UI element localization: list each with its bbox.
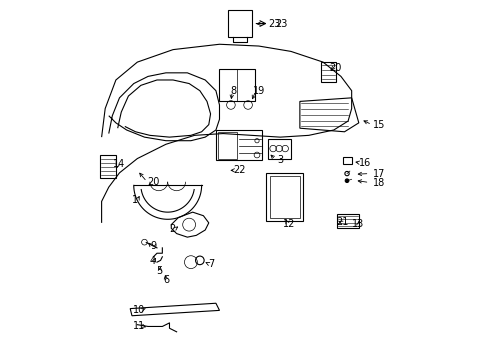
Text: 9: 9: [150, 241, 156, 251]
Bar: [100, 155, 116, 178]
Text: 10: 10: [133, 305, 145, 315]
Text: 1: 1: [131, 195, 138, 205]
Bar: [265, 173, 303, 221]
Bar: [342, 157, 351, 164]
Bar: [219, 69, 255, 102]
Text: 7: 7: [208, 259, 214, 269]
Text: 22: 22: [232, 165, 245, 175]
Text: 23: 23: [268, 18, 281, 28]
Text: 19: 19: [252, 86, 264, 96]
Text: 15: 15: [372, 120, 385, 130]
Text: 2: 2: [169, 224, 175, 234]
Text: 16: 16: [358, 158, 370, 168]
Bar: [321, 62, 335, 82]
Text: 11: 11: [133, 321, 145, 331]
Text: 17: 17: [372, 168, 385, 179]
Text: 3: 3: [277, 155, 283, 165]
Circle shape: [345, 179, 348, 183]
Text: 13: 13: [351, 219, 364, 229]
Text: 14: 14: [112, 159, 124, 169]
Text: 8: 8: [229, 86, 236, 96]
Bar: [216, 130, 262, 160]
Text: 23: 23: [274, 18, 286, 28]
Text: 4: 4: [149, 256, 156, 266]
Bar: [270, 176, 299, 217]
Text: 21: 21: [336, 217, 348, 227]
Text: 5: 5: [156, 266, 163, 276]
Text: 6: 6: [163, 275, 169, 285]
Text: 20: 20: [329, 63, 341, 73]
Text: 18: 18: [373, 177, 385, 188]
Bar: [267, 139, 290, 158]
Text: 12: 12: [283, 219, 295, 229]
Bar: [217, 132, 237, 158]
Bar: [337, 214, 358, 228]
Text: 20: 20: [147, 177, 159, 187]
